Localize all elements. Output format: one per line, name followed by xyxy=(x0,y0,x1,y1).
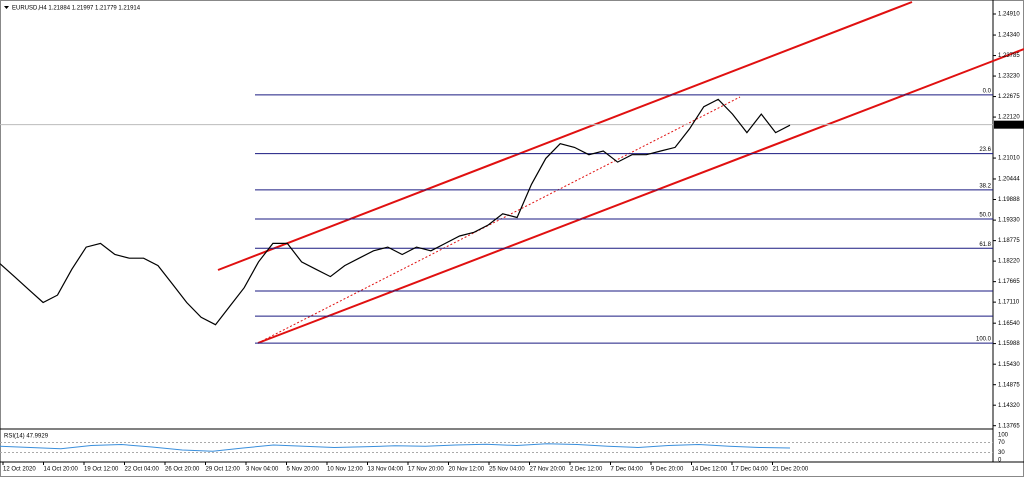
price-line xyxy=(0,98,791,326)
fib-label: 61.8 xyxy=(979,242,991,248)
price-label: 1.17665 xyxy=(998,279,1020,285)
rsi-level-label: 100 xyxy=(998,433,1009,439)
channel-lower xyxy=(257,60,994,344)
rsi-level-label: 30 xyxy=(998,450,1005,456)
rsi-line xyxy=(0,443,791,452)
time-label: 17 Nov 20:00 xyxy=(408,467,444,473)
price-label: 1.18220 xyxy=(998,259,1020,265)
rsi-level-label: 0 xyxy=(998,458,1002,464)
fib-label: 100.0 xyxy=(976,337,992,343)
time-label: 21 Dec 20:00 xyxy=(773,467,809,473)
price-label: 1.23785 xyxy=(998,53,1020,59)
time-label: 3 Nov 04:00 xyxy=(246,467,279,473)
price-label: 1.15988 xyxy=(998,341,1020,347)
price-label: 1.22675 xyxy=(998,94,1020,100)
time-label: 2 Dec 12:00 xyxy=(570,467,603,473)
price-label: 1.17110 xyxy=(998,300,1020,306)
price-label: 1.13765 xyxy=(998,423,1020,429)
fib-label: 50.0 xyxy=(979,213,991,219)
price-label: 1.16540 xyxy=(998,321,1020,327)
channel-lower-extension xyxy=(992,48,1024,62)
time-label: 19 Oct 12:00 xyxy=(84,467,119,473)
symbol-header: EURUSD,H4 1.21884 1.21997 1.21779 1.2191… xyxy=(12,6,141,12)
current-price-label: 1.21914 xyxy=(997,122,1019,128)
price-label: 1.14320 xyxy=(998,403,1020,409)
fib-label: 0.0 xyxy=(983,88,992,94)
chart-area xyxy=(217,1,1024,344)
time-label: 5 Nov 20:00 xyxy=(287,467,320,473)
time-label: 14 Dec 12:00 xyxy=(692,467,728,473)
price-label: 1.24910 xyxy=(998,12,1020,18)
fib-label: 38.2 xyxy=(979,183,991,189)
time-label: 22 Oct 04:00 xyxy=(125,467,160,473)
price-label: 1.24340 xyxy=(998,33,1020,39)
price-label: 1.18775 xyxy=(998,238,1020,244)
price-label: 1.15430 xyxy=(998,362,1020,368)
price-label: 1.23230 xyxy=(998,74,1020,80)
time-label: 13 Nov 04:00 xyxy=(368,467,404,473)
time-label: 29 Oct 12:00 xyxy=(206,467,241,473)
price-label: 1.19888 xyxy=(998,197,1020,203)
fib-label: 23.6 xyxy=(979,147,991,153)
time-label: 20 Nov 12:00 xyxy=(449,467,485,473)
time-label: 25 Nov 04:00 xyxy=(489,467,525,473)
time-label: 9 Dec 20:00 xyxy=(651,467,684,473)
time-label: 17 Dec 04:00 xyxy=(732,467,768,473)
time-label: 26 Oct 20:00 xyxy=(165,467,200,473)
rsi-label: RSI(14) 47.9929 xyxy=(4,434,49,440)
channel-upper xyxy=(217,1,913,271)
price-label: 1.21010 xyxy=(998,156,1020,162)
time-label: 7 Dec 04:00 xyxy=(611,467,644,473)
time-label: 27 Nov 20:00 xyxy=(530,467,566,473)
price-label: 1.14875 xyxy=(998,382,1020,388)
price-label: 1.22120 xyxy=(998,115,1020,121)
rsi-level-label: 70 xyxy=(998,440,1005,446)
menu-arrow[interactable] xyxy=(4,6,9,9)
time-label: 10 Nov 12:00 xyxy=(327,467,363,473)
time-label: 12 Oct 2020 xyxy=(3,467,36,473)
price-label: 1.20444 xyxy=(998,177,1020,183)
current-price-box xyxy=(994,120,1024,129)
price-label: 1.19330 xyxy=(998,218,1020,224)
time-label: 14 Oct 20:00 xyxy=(44,467,79,473)
